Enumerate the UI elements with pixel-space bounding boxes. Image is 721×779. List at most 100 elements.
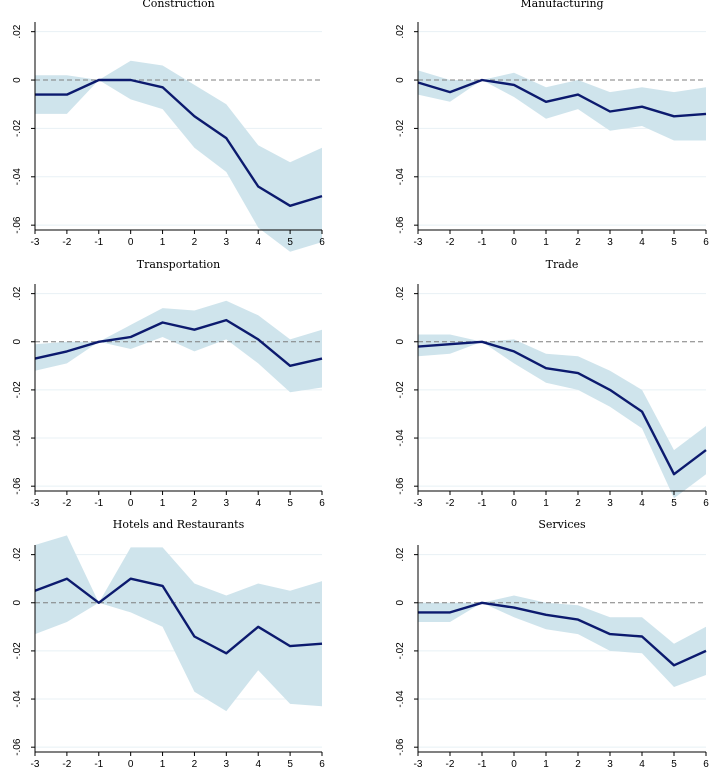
estimate-line [35, 78, 323, 208]
x-tick-label: 5 [287, 498, 293, 509]
y-tick-label: 0 [395, 339, 406, 345]
x-tick-label: 3 [607, 759, 613, 770]
estimate-line [417, 78, 707, 118]
x-tick-label: 1 [160, 237, 166, 248]
x-tick-label: 5 [287, 237, 293, 248]
y-tick-label: .02 [395, 286, 406, 300]
x-tick-label: 2 [575, 759, 581, 770]
x-tick-label: 0 [128, 498, 134, 509]
y-tick-label: 0 [395, 77, 406, 83]
x-tick-label: 3 [607, 498, 613, 509]
x-tick-label: 2 [192, 237, 198, 248]
confidence-band [418, 595, 706, 687]
x-tick-label: -2 [62, 498, 71, 509]
panel-6: Services -.06 -.04 -.02 0 .02 -3 -2 -1 0 1 2 3 4 5 6 [395, 518, 709, 770]
estimate-line [34, 318, 323, 367]
panel-2: Manufacturing -.06 -.04 -.02 0 .02 -3 -2 -1 0 1 2 3 4… [395, 0, 709, 248]
x-tick-label: 4 [255, 237, 261, 248]
estimate-line [417, 340, 707, 476]
y-tick-label: -.06 [12, 216, 23, 234]
x-tick-label: 5 [287, 759, 293, 770]
y-tick-label: 0 [12, 600, 23, 606]
x-tick-label: -3 [31, 759, 40, 770]
y-tick-label: -.02 [395, 119, 406, 137]
x-tick-label: 2 [575, 498, 581, 509]
x-tick-label: -1 [94, 237, 103, 248]
x-tick-label: 1 [543, 237, 549, 248]
x-tick-label: -3 [414, 759, 423, 770]
panel-title: Hotels and Restaurants [113, 518, 245, 531]
y-tick-label: -.02 [395, 642, 406, 660]
confidence-band [35, 60, 322, 252]
x-tick-label: 2 [192, 498, 198, 509]
x-tick-label: -3 [31, 237, 40, 248]
x-tick-label: 3 [224, 237, 230, 248]
panel-title: Manufacturing [520, 0, 603, 10]
y-tick-label: -.06 [395, 477, 406, 495]
x-tick-label: -2 [446, 759, 455, 770]
panel-5: Hotels and Restaurants -.06 -.04 -.02 0 .02 -3… [12, 518, 325, 770]
x-tick-label: 3 [224, 498, 230, 509]
panel-4: Trade -.06 -.04 -.02 0 .02 -3 -2 -1 0 1 2 3 4 5 6 [395, 258, 709, 509]
y-tick-label: -.06 [12, 477, 23, 495]
x-tick-label: 0 [511, 759, 517, 770]
x-tick-label: -2 [446, 498, 455, 509]
y-tick-label: -.06 [395, 738, 406, 756]
x-tick-label: 6 [703, 759, 709, 770]
confidence-band [35, 535, 322, 712]
x-tick-label: 3 [224, 759, 230, 770]
x-tick-label: 3 [607, 237, 613, 248]
y-tick-label: -.04 [12, 690, 23, 708]
panel-1: Construction -.06 -.04 -.02 0 .02 -3 -2 -1 0 1 2 3 4 5… [12, 0, 325, 252]
x-tick-label: 6 [319, 237, 325, 248]
y-tick-label: -.02 [12, 381, 23, 399]
x-tick-label: 6 [319, 498, 325, 509]
x-tick-label: -2 [62, 237, 71, 248]
x-tick-label: 1 [543, 498, 549, 509]
panel-title: Trade [546, 258, 579, 271]
y-tick-label: -.06 [12, 738, 23, 756]
panel-title: Services [538, 518, 586, 531]
x-tick-label: 0 [128, 237, 134, 248]
x-tick-label: 4 [255, 498, 261, 509]
y-tick-label: .02 [12, 24, 23, 38]
x-tick-label: -2 [446, 237, 455, 248]
x-tick-label: 4 [639, 498, 645, 509]
estimate-line [418, 601, 707, 667]
y-tick-label: .02 [395, 24, 406, 38]
y-tick-label: -.04 [12, 168, 23, 186]
y-tick-label: 0 [12, 339, 23, 345]
y-tick-label: -.04 [395, 690, 406, 708]
y-tick-label: 0 [12, 77, 23, 83]
x-tick-label: 6 [703, 498, 709, 509]
x-tick-label: 4 [639, 237, 645, 248]
y-tick-label: -.04 [12, 429, 23, 447]
x-tick-label: 4 [255, 759, 261, 770]
x-tick-label: -1 [478, 498, 487, 509]
x-tick-label: -1 [94, 498, 103, 509]
x-tick-label: -2 [62, 759, 71, 770]
x-tick-label: 5 [671, 759, 677, 770]
x-tick-label: 1 [160, 498, 166, 509]
y-tick-label: -.02 [395, 381, 406, 399]
confidence-band [418, 334, 706, 499]
x-tick-label: 5 [671, 237, 677, 248]
x-tick-label: 2 [192, 759, 198, 770]
y-tick-label: -.04 [395, 429, 406, 447]
y-tick-label: 0 [395, 600, 406, 606]
y-tick-label: .02 [12, 286, 23, 300]
x-tick-label: 4 [639, 759, 645, 770]
estimate-line [34, 577, 323, 655]
x-tick-label: -3 [414, 498, 423, 509]
x-tick-label: 1 [160, 759, 166, 770]
panel-title: Construction [142, 0, 214, 10]
y-tick-label: -.04 [395, 168, 406, 186]
x-tick-label: -3 [31, 498, 40, 509]
panel-title: Transportation [137, 258, 220, 271]
y-tick-label: -.02 [12, 642, 23, 660]
x-tick-label: -1 [94, 759, 103, 770]
x-tick-label: 5 [671, 498, 677, 509]
x-tick-label: -1 [478, 237, 487, 248]
y-tick-label: .02 [395, 547, 406, 561]
